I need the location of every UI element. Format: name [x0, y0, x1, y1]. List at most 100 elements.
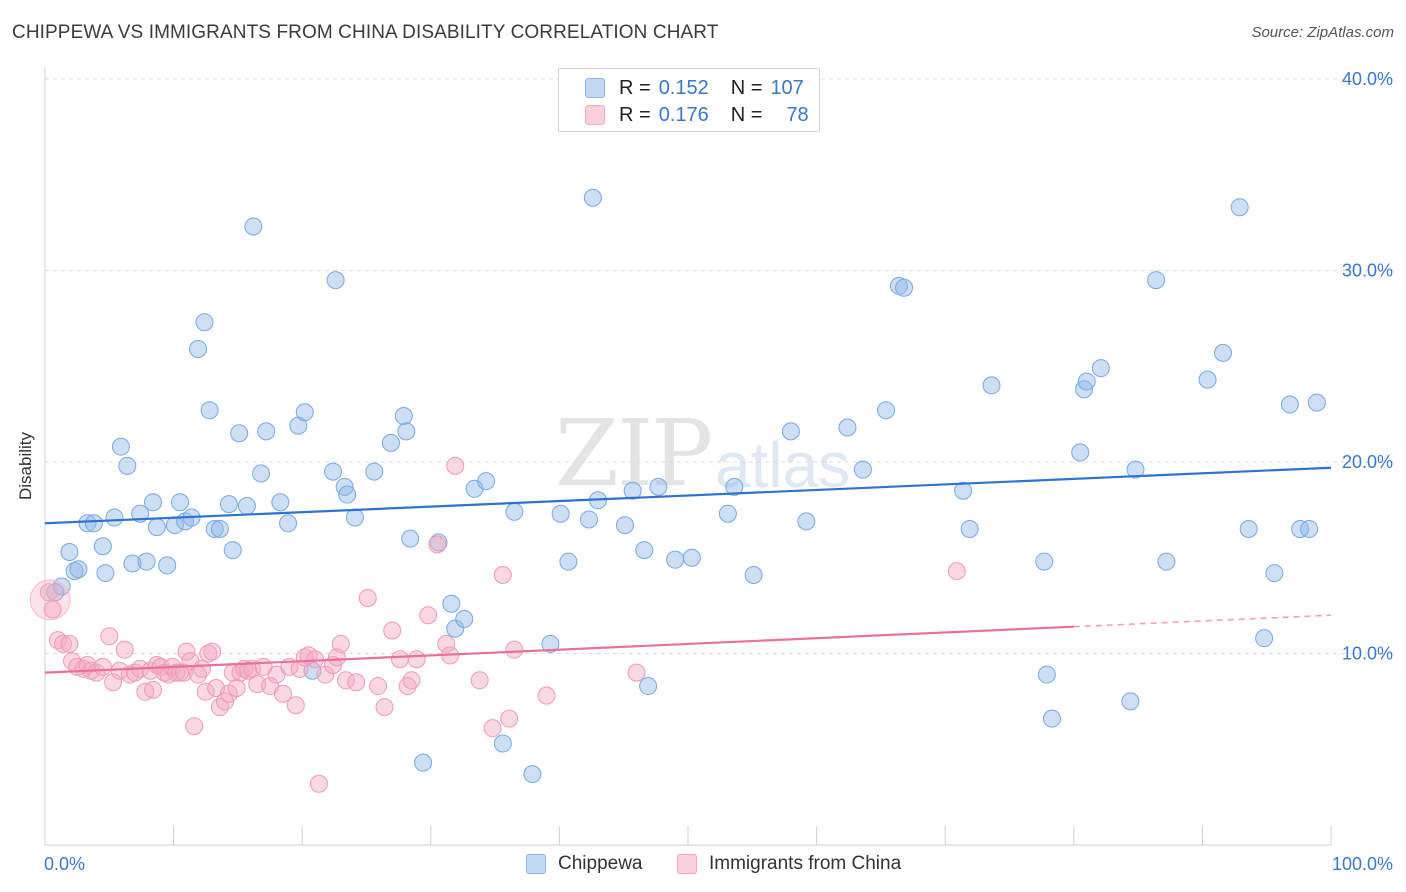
bottom-legend-swatch-chippewa	[526, 854, 546, 874]
chippewa-point	[1038, 666, 1055, 683]
chippewa-point	[782, 423, 799, 440]
chippewa-point	[719, 505, 736, 522]
china-point	[484, 720, 501, 737]
china-point	[501, 710, 518, 727]
bottom-legend-china: Immigrants from China	[677, 852, 901, 876]
legend-r-value: 0.176	[659, 104, 709, 127]
chippewa-point	[854, 461, 871, 478]
chippewa-point	[616, 517, 633, 534]
chippewa-point	[220, 496, 237, 513]
chippewa-point	[196, 314, 213, 331]
chippewa-point	[106, 509, 123, 526]
chippewa-point	[506, 503, 523, 520]
legend-n-label: N =	[731, 104, 763, 127]
china-trendline-extension	[1074, 615, 1331, 626]
chippewa-point	[1148, 272, 1165, 289]
chippewa-point	[280, 515, 297, 532]
chippewa-point	[97, 565, 114, 582]
china-point	[376, 699, 393, 716]
chippewa-point	[560, 553, 577, 570]
chippewa-point	[1092, 360, 1109, 377]
chippewa-point	[650, 478, 667, 495]
chippewa-point	[839, 419, 856, 436]
china-point	[506, 641, 523, 658]
chippewa-point	[159, 557, 176, 574]
chippewa-point	[224, 542, 241, 559]
chippewa-point	[119, 457, 136, 474]
chippewa-point	[580, 511, 597, 528]
china-point	[391, 651, 408, 668]
legend-row-chippewa: R = 0.152 N = 107	[585, 77, 804, 99]
legend-r-value: 0.152	[659, 77, 709, 100]
legend-n-value: 107	[770, 77, 803, 100]
chippewa-point	[145, 494, 162, 511]
chippewa-point	[1308, 394, 1325, 411]
chippewa-point	[1199, 371, 1216, 388]
y-tick-label: 40.0%	[1342, 69, 1393, 89]
china-point	[403, 672, 420, 689]
chippewa-point	[961, 521, 978, 538]
china-point	[471, 672, 488, 689]
chippewa-point	[745, 566, 762, 583]
china-point	[101, 628, 118, 645]
chippewa-point	[138, 553, 155, 570]
chippewa-point	[1281, 396, 1298, 413]
chippewa-point	[296, 404, 313, 421]
chippewa-point	[636, 542, 653, 559]
chippewa-point	[1231, 199, 1248, 216]
chippewa-point	[524, 766, 541, 783]
chippewa-point	[1072, 444, 1089, 461]
chippewa-point	[1158, 553, 1175, 570]
china-point	[359, 589, 376, 606]
legend-swatch-chippewa	[585, 78, 605, 98]
china-point	[447, 457, 464, 474]
bottom-legend-label-chippewa: Chippewa	[558, 853, 643, 875]
bottom-legend-chippewa: Chippewa	[526, 852, 643, 876]
china-point	[228, 679, 245, 696]
chippewa-point	[1240, 521, 1257, 538]
x-tick-label: 0.0%	[44, 854, 85, 874]
chippewa-point	[211, 521, 228, 538]
x-tick-label: 100.0%	[1332, 854, 1393, 874]
china-point	[145, 681, 162, 698]
china-point	[204, 643, 221, 660]
china-point	[287, 697, 304, 714]
chippewa-point	[415, 754, 432, 771]
chippewa-point	[878, 402, 895, 419]
chippewa-point	[382, 434, 399, 451]
bottom-legend-label-china: Immigrants from China	[709, 853, 901, 875]
china-point	[310, 775, 327, 792]
chippewa-point	[798, 513, 815, 530]
chippewa-point	[325, 463, 342, 480]
chippewa-point	[231, 425, 248, 442]
chippewa-point	[190, 341, 207, 358]
china-point	[538, 687, 555, 704]
y-tick-label: 30.0%	[1342, 261, 1393, 281]
chippewa-point	[94, 538, 111, 555]
chippewa-point	[258, 423, 275, 440]
china-point	[116, 641, 133, 658]
scatter-plot: 10.0%20.0%30.0%40.0%0.0% 100.0%	[0, 0, 1406, 892]
chippewa-point	[1122, 693, 1139, 710]
chippewa-point	[245, 218, 262, 235]
chippewa-point	[366, 463, 383, 480]
chippewa-point	[398, 423, 415, 440]
china-point	[384, 622, 401, 639]
chippewa-point	[667, 551, 684, 568]
legend-r-label: R =	[619, 104, 651, 127]
chippewa-point	[395, 408, 412, 425]
chippewa-point	[443, 595, 460, 612]
chippewa-point	[552, 505, 569, 522]
china-point	[420, 607, 437, 624]
chippewa-point	[61, 544, 78, 561]
y-tick-label: 10.0%	[1342, 644, 1393, 664]
china-point	[186, 718, 203, 735]
chippewa-point	[1266, 565, 1283, 582]
chippewa-point	[1043, 710, 1060, 727]
stats-legend: R = 0.152 N = 107 R = 0.176 N = 78	[558, 68, 820, 132]
chippewa-point	[456, 611, 473, 628]
chippewa-point	[112, 438, 129, 455]
chippewa-point	[1256, 630, 1273, 647]
chippewa-point	[1078, 373, 1095, 390]
y-axis-label: Disability	[16, 432, 36, 500]
